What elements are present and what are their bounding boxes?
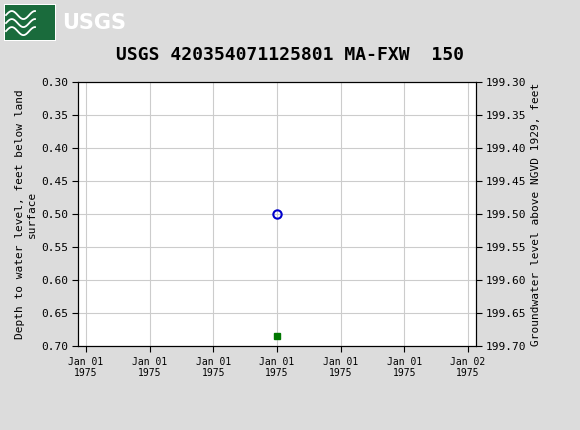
Bar xyxy=(4,4,56,41)
Text: USGS 420354071125801 MA-FXW  150: USGS 420354071125801 MA-FXW 150 xyxy=(116,46,464,64)
Y-axis label: Depth to water level, feet below land
surface: Depth to water level, feet below land su… xyxy=(15,89,37,339)
Legend: Period of approved data: Period of approved data xyxy=(187,427,367,430)
Y-axis label: Groundwater level above NGVD 1929, feet: Groundwater level above NGVD 1929, feet xyxy=(531,82,541,346)
Text: USGS: USGS xyxy=(62,13,126,33)
Bar xyxy=(5,5,55,40)
